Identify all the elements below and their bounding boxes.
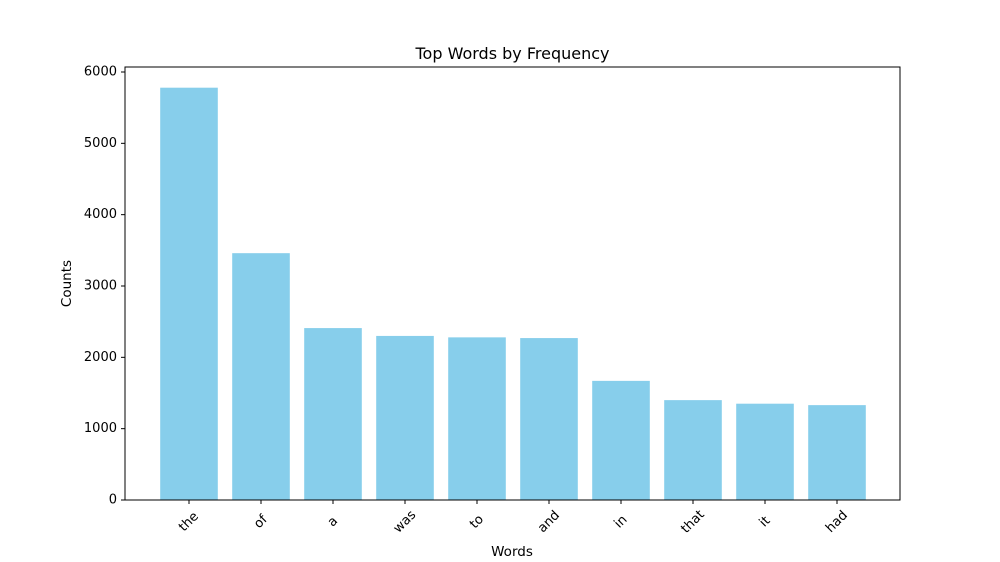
bar-and [520,338,578,500]
y-tick-label: 5000 [84,136,117,151]
bar-to [448,337,506,500]
y-tick-label: 1000 [84,421,117,436]
bars-layer [160,87,866,500]
y-axis: 0 1000 2000 3000 4000 5000 6000 [84,64,125,508]
chart-title: Top Words by Frequency [415,44,610,63]
y-tick-label: 3000 [84,278,117,293]
bar-it [736,403,794,500]
bar-in [592,380,650,500]
y-tick-label: 0 [109,493,117,508]
y-tick-label: 4000 [84,207,117,222]
y-tick-label: 2000 [84,350,117,365]
bar-that [664,400,722,500]
bar-of [232,253,290,500]
y-tick-label: 6000 [84,64,117,79]
bar-was [376,335,434,500]
plot-frame [124,66,901,501]
bar-had [808,405,866,500]
bar-a [304,328,362,500]
bar-the [160,87,218,500]
y-axis-title: Counts [59,260,75,307]
x-axis-title: Words [491,544,533,560]
